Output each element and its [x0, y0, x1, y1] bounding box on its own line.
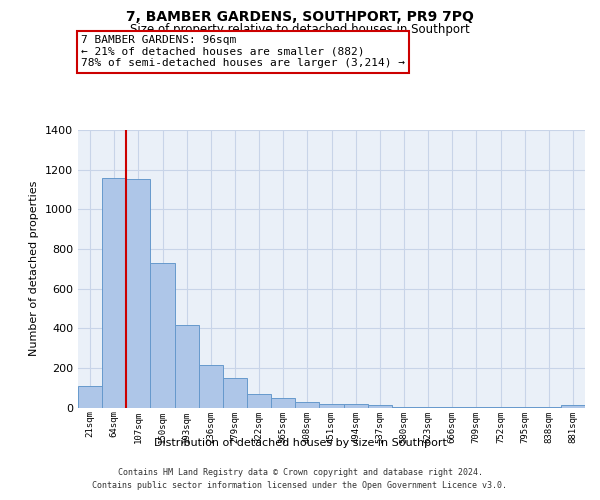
Bar	[199, 365, 223, 408]
Bar	[512, 406, 537, 408]
Text: Contains HM Land Registry data © Crown copyright and database right 2024.: Contains HM Land Registry data © Crown c…	[118, 468, 482, 477]
Text: 7, BAMBER GARDENS, SOUTHPORT, PR9 7PQ: 7, BAMBER GARDENS, SOUTHPORT, PR9 7PQ	[126, 10, 474, 24]
Bar	[151, 263, 175, 408]
Bar	[416, 406, 440, 408]
Bar	[319, 404, 344, 407]
Text: Size of property relative to detached houses in Southport: Size of property relative to detached ho…	[130, 22, 470, 36]
Bar	[175, 325, 199, 407]
Bar	[392, 406, 416, 408]
Text: Distribution of detached houses by size in Southport: Distribution of detached houses by size …	[154, 438, 446, 448]
Bar	[440, 406, 464, 408]
Bar	[537, 406, 561, 408]
Bar	[295, 402, 319, 407]
Text: Contains public sector information licensed under the Open Government Licence v3: Contains public sector information licen…	[92, 480, 508, 490]
Bar	[223, 378, 247, 408]
Text: 7 BAMBER GARDENS: 96sqm
← 21% of detached houses are smaller (882)
78% of semi-d: 7 BAMBER GARDENS: 96sqm ← 21% of detache…	[81, 35, 405, 68]
Bar	[464, 406, 488, 408]
Bar	[368, 405, 392, 407]
Bar	[561, 405, 585, 407]
Bar	[271, 398, 295, 407]
Bar	[102, 178, 126, 408]
Bar	[247, 394, 271, 407]
Bar	[488, 406, 512, 408]
Bar	[78, 386, 102, 407]
Bar	[126, 178, 151, 408]
Y-axis label: Number of detached properties: Number of detached properties	[29, 181, 40, 356]
Bar	[344, 404, 368, 407]
